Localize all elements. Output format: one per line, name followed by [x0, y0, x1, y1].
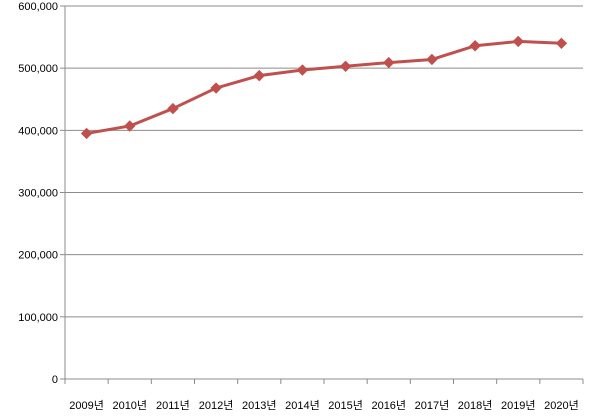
- data-point: [167, 102, 179, 115]
- x-tick-label: 2011년: [156, 399, 190, 412]
- y-tick-label: 600,000: [18, 1, 58, 13]
- data-point: [469, 40, 481, 52]
- x-axis: 2009년 2010년 2011년 2012년 2013년 2014년 2015년 2016년…: [64, 6, 584, 412]
- y-tick-label: 100,000: [18, 312, 58, 324]
- x-tick-label: 2010년: [112, 399, 147, 412]
- x-tick-label: 2018년: [458, 399, 493, 412]
- data-point: [555, 37, 568, 50]
- y-tick-label: 200,000: [18, 250, 58, 262]
- data-point: [80, 127, 93, 140]
- series-layer: [80, 35, 568, 140]
- x-tick-label: 2013년: [242, 399, 277, 412]
- x-tick-label: 2017년: [415, 399, 450, 412]
- data-point: [383, 56, 395, 69]
- x-tick-label: 2019년: [501, 399, 536, 412]
- gridlines: [65, 5, 583, 318]
- y-tick-label: 400,000: [18, 125, 58, 137]
- series-line: [86, 39, 562, 135]
- data-point: [426, 53, 438, 66]
- y-tick-label: 300,000: [18, 188, 58, 200]
- x-tick-label: 2015년: [328, 399, 363, 412]
- y-axis-ticks: 0 100,000 200,000 300,000 400,000 500,000 600,…: [18, 1, 65, 386]
- data-point: [296, 64, 309, 76]
- data-point: [210, 82, 222, 94]
- data-point: [512, 35, 524, 48]
- x-tick-label: 2020년: [544, 399, 579, 412]
- x-tick-label: 2009년: [69, 399, 104, 412]
- data-point: [339, 60, 352, 73]
- data-point: [124, 120, 136, 132]
- x-tick-label: 2014년: [285, 399, 320, 412]
- x-tick-label: 2016년: [371, 399, 406, 412]
- y-tick-label: 0: [52, 374, 58, 386]
- x-tick-label: 2012년: [199, 399, 234, 412]
- data-point: [253, 69, 265, 82]
- y-tick-label: 500,000: [18, 63, 58, 75]
